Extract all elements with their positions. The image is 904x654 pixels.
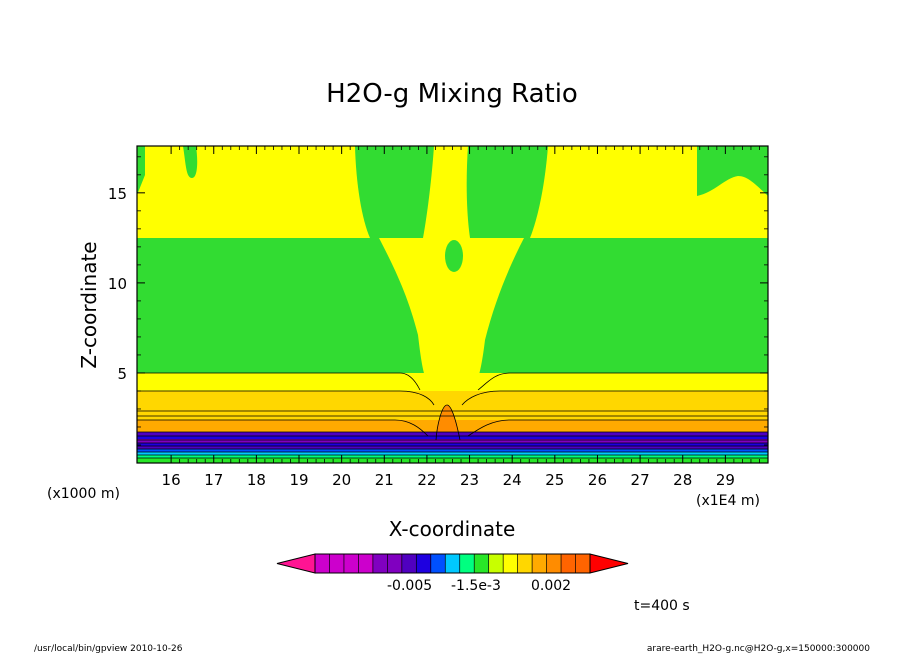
contour-line xyxy=(137,419,429,437)
colorbar-segment xyxy=(532,554,548,573)
colorbar-segment xyxy=(315,554,330,573)
x-tick-label: 27 xyxy=(631,471,650,489)
colorbar-frame xyxy=(314,553,591,574)
colorbar-segment xyxy=(517,554,533,573)
colorbar-label-2: -1.5e-3 xyxy=(451,578,501,594)
chart-title: H2O-g Mixing Ratio xyxy=(326,79,578,109)
y-tick-label: 5 xyxy=(117,365,127,383)
colorbar-segment xyxy=(488,554,504,573)
x-tick-label: 24 xyxy=(503,471,522,489)
footer-left: /usr/local/bin/gpview 2010-10-26 xyxy=(34,644,183,654)
x-tick-label: 16 xyxy=(162,471,181,489)
colorbar-min-triangle xyxy=(276,553,316,574)
contour-region-green-bubble xyxy=(445,240,463,272)
contour-line xyxy=(477,372,768,391)
x-unit-label: (x1E4 m) xyxy=(696,493,760,509)
contour-region-orange-peak xyxy=(436,405,460,440)
x-tick-label: 17 xyxy=(204,471,223,489)
y-tick-label: 10 xyxy=(108,275,127,293)
contour-region-green-right-tower xyxy=(466,146,548,238)
colorbar-segment xyxy=(546,554,562,573)
colorbar-segment xyxy=(372,554,388,573)
contour-line xyxy=(137,372,421,391)
x-axis-title: X-coordinate xyxy=(389,517,516,541)
contour-band-violet xyxy=(137,439,768,443)
colorbar-segment xyxy=(474,554,490,573)
x-tick-label: 25 xyxy=(545,471,564,489)
x-tick-label: 28 xyxy=(673,471,692,489)
x-tick-label: 23 xyxy=(460,471,479,489)
contour-lines xyxy=(137,372,768,459)
colorbar-segment xyxy=(343,554,359,573)
x-tick-label: 26 xyxy=(588,471,607,489)
contour-line xyxy=(461,390,768,406)
colorbar xyxy=(276,553,629,574)
contour-region-upper-green xyxy=(137,146,768,196)
colorbar-segment xyxy=(445,554,461,573)
x-axis: 16 17 18 19 20 21 22 23 24 25 26 27 28 29 xyxy=(162,146,760,489)
y-tick-label: 15 xyxy=(108,185,127,203)
contour-band-blue-2 xyxy=(137,443,768,446)
colorbar-segment xyxy=(503,554,519,573)
colorbar-segment xyxy=(329,554,345,573)
contour-line xyxy=(435,404,461,441)
x-tick-label: 20 xyxy=(332,471,351,489)
colorbar-max-triangle xyxy=(589,553,629,574)
x-tick-label: 19 xyxy=(289,471,308,489)
contour-band-cyan xyxy=(137,452,768,455)
contour-line xyxy=(137,390,435,406)
contour-band-indigo-2 xyxy=(137,446,768,449)
colorbar-segment xyxy=(387,554,403,573)
colorbar-segment xyxy=(430,554,446,573)
colorbar-label-3: 0.002 xyxy=(531,578,571,594)
colorbar-segment xyxy=(401,554,417,573)
y-axis: 5 10 15 xyxy=(108,156,768,446)
contour-region-upper-left-green xyxy=(137,146,145,195)
contour-fill xyxy=(137,146,768,463)
footer-right: arare-earth_H2O-g.nc@H2O-g,x=150000:3000… xyxy=(647,644,870,654)
y-axis-title: Z-coordinate xyxy=(77,241,101,368)
contour-band-blue-3 xyxy=(137,449,768,452)
colorbar-segment xyxy=(416,554,432,573)
contour-band-yellow xyxy=(137,373,768,391)
contour-band-gold-1 xyxy=(137,391,768,411)
contour-region-yellow-funnel xyxy=(379,238,524,390)
colorbar-segment xyxy=(358,554,374,573)
time-label: t=400 s xyxy=(634,598,690,614)
x-tick-label: 18 xyxy=(247,471,266,489)
colorbar-segment xyxy=(459,554,475,573)
colorbar-segment xyxy=(575,554,591,573)
x-tick-label: 29 xyxy=(716,471,735,489)
colorbar-label-1: -0.005 xyxy=(387,578,432,594)
contour-line xyxy=(467,419,768,437)
colorbar-segment xyxy=(561,554,577,573)
contour-band-indigo xyxy=(137,432,768,436)
contour-region-green-left-tower xyxy=(355,146,434,238)
x-tick-label: 21 xyxy=(375,471,394,489)
contour-band-teal xyxy=(137,455,768,458)
y-unit-label: (x1000 m) xyxy=(47,486,120,502)
contour-band-blue-1 xyxy=(137,436,768,439)
x-tick-label: 22 xyxy=(417,471,436,489)
